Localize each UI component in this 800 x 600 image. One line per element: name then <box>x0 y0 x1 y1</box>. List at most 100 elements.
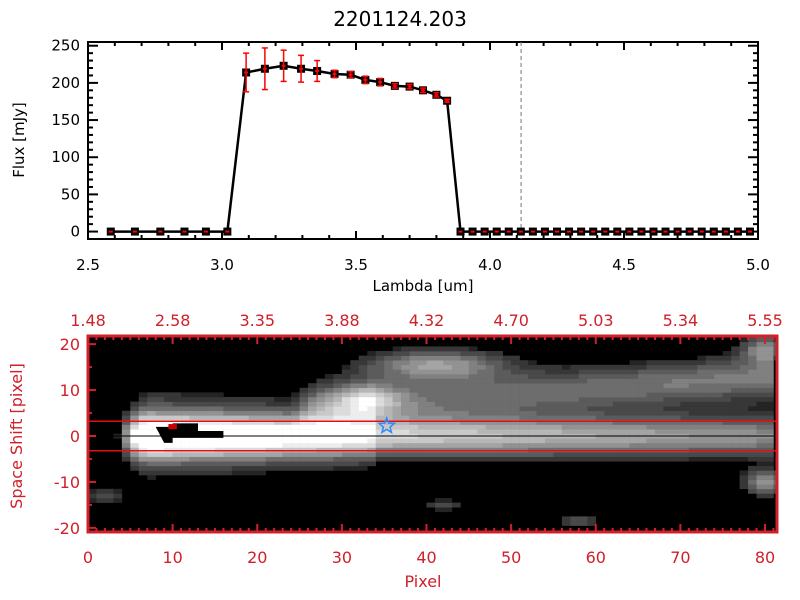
heatmap-cell <box>426 438 436 444</box>
heatmap-cell <box>147 442 156 448</box>
heatmap-cell <box>722 406 732 412</box>
heatmap-cell <box>333 424 343 430</box>
heatmap-cell <box>646 447 656 453</box>
heatmap-cell <box>528 364 537 370</box>
heatmap-cell <box>138 470 148 476</box>
heatmap-cell <box>765 415 774 421</box>
heatmap-cell <box>248 419 258 425</box>
heatmap-cell <box>147 475 156 480</box>
heatmap-cell <box>731 392 740 398</box>
heatmap-cell <box>705 373 715 379</box>
heatmap-cell <box>748 475 757 480</box>
heatmap-cell <box>663 387 673 393</box>
heatmap-cell <box>316 447 326 453</box>
heatmap-cell <box>384 360 393 366</box>
heatmap-cell <box>358 429 368 435</box>
heatmap-cell <box>494 410 503 416</box>
heatmap-cell <box>341 406 351 412</box>
heatmap-cell <box>460 383 470 389</box>
heatmap-cell <box>375 387 385 393</box>
heatmap-cell <box>333 429 343 435</box>
heatmap-cell <box>705 438 715 444</box>
heatmap-cell <box>333 461 343 467</box>
heatmap-cell <box>595 419 605 425</box>
heatmap-cell <box>646 419 656 425</box>
data-point-center <box>711 230 716 233</box>
heatmap-cell <box>434 392 444 398</box>
heatmap-cell <box>451 396 461 402</box>
heatmap-cell <box>494 383 503 389</box>
heatmap-cell <box>688 396 698 402</box>
heatmap-cell <box>587 415 597 421</box>
heatmap-cell <box>358 387 368 393</box>
heatmap-cell <box>578 415 588 421</box>
heatmap-cell <box>282 442 292 448</box>
heatmap-cell <box>570 456 580 462</box>
heatmap-cell <box>426 419 436 425</box>
heatmap-cell <box>282 447 292 453</box>
heatmap-cell <box>451 351 461 356</box>
heatmap-cell <box>384 452 393 457</box>
heatmap-cell <box>468 419 478 425</box>
saturated-marker <box>168 424 177 430</box>
heatmap-cell <box>451 452 461 457</box>
heatmap-cell <box>536 429 546 435</box>
heatmap-cell <box>434 502 444 508</box>
heatmap-cell <box>722 419 732 425</box>
heatmap-cell <box>756 392 766 398</box>
heatmap-cell <box>172 438 182 444</box>
heatmap-cell <box>731 355 740 361</box>
heatmap-cell <box>739 392 749 398</box>
heatmap-cell <box>214 447 224 453</box>
heatmap-cell <box>181 470 190 476</box>
heatmap-cell <box>350 401 360 407</box>
heatmap-cell <box>638 401 647 407</box>
heatmap-cell <box>434 346 444 352</box>
heatmap-cell <box>384 456 393 462</box>
heatmap-cell <box>553 456 563 462</box>
heatmap-cell <box>604 442 613 448</box>
heatmap-cell <box>198 470 207 476</box>
heatmap-cell <box>663 419 673 425</box>
heatmap-cell <box>147 429 156 435</box>
heatmap-cell <box>367 419 377 425</box>
heatmap-cell <box>434 401 444 407</box>
heatmap-cell <box>714 442 723 448</box>
heatmap-cell <box>765 396 774 402</box>
heatmap-cell <box>434 378 444 384</box>
heatmap-cell <box>612 364 622 370</box>
heatmap-cell <box>578 364 588 370</box>
heatmap-cell <box>680 415 690 421</box>
heatmap-cell <box>748 452 757 457</box>
heatmap-cell <box>765 419 774 425</box>
heatmap-cell <box>578 410 588 416</box>
heatmap-cell <box>341 396 351 402</box>
heatmap-cell <box>392 452 402 457</box>
heatmap-cell <box>697 406 707 412</box>
heatmap-cell <box>646 456 656 462</box>
heatmap-cell <box>663 383 673 389</box>
heatmap-cell <box>773 351 777 356</box>
heatmap-cell <box>663 410 673 416</box>
heatmap-cell <box>401 364 410 370</box>
heatmap-cell <box>392 383 402 389</box>
data-point-center <box>735 230 740 233</box>
heatmap-cell <box>756 438 766 444</box>
heatmap-cell <box>468 360 478 366</box>
heatmap-cell <box>231 447 241 453</box>
heatmap-cell <box>401 406 410 412</box>
heatmap-cell <box>350 378 360 384</box>
heatmap-cell <box>646 364 656 370</box>
heatmap-cell <box>350 419 360 425</box>
heatmap-cell <box>646 410 656 416</box>
heatmap-cell <box>350 396 360 402</box>
heatmap-cell <box>587 452 597 457</box>
heatmap-cell <box>308 447 317 453</box>
heatmap-cell <box>765 470 774 476</box>
heatmap-cell <box>460 419 470 425</box>
heatmap-cell <box>765 456 774 462</box>
heatmap-cell <box>367 360 377 366</box>
heatmap-cell <box>138 442 148 448</box>
heatmap-cell <box>341 364 351 370</box>
heatmap-cell <box>477 406 487 412</box>
